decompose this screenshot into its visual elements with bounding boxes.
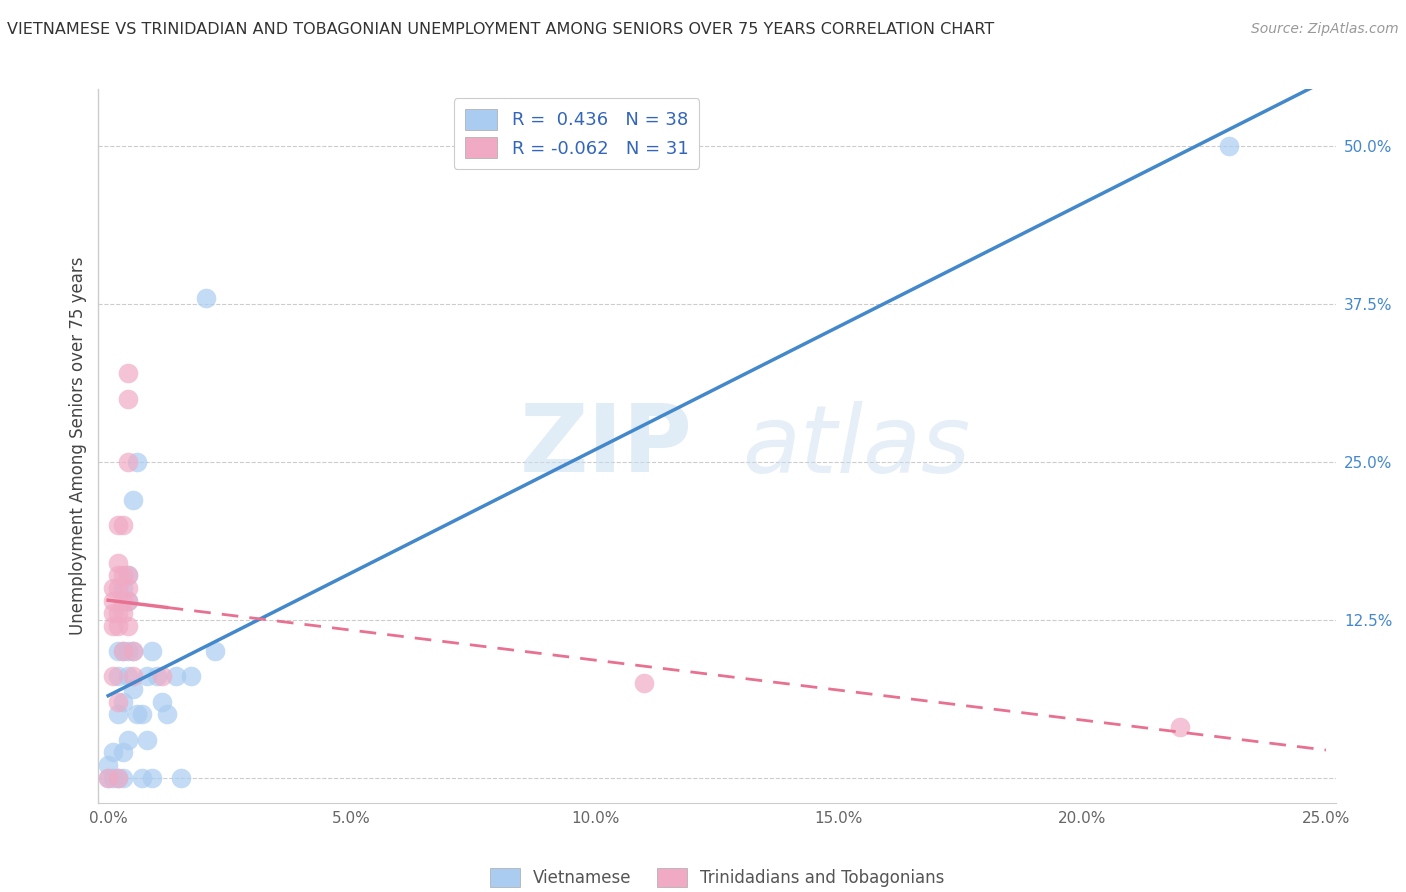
Point xyxy=(136,669,159,683)
Point xyxy=(111,581,134,595)
Y-axis label: Unemployment Among Seniors over 75 years: Unemployment Among Seniors over 75 years xyxy=(69,257,87,635)
Point xyxy=(97,771,120,785)
Point xyxy=(107,695,129,709)
Point xyxy=(107,771,129,785)
Point xyxy=(101,607,124,621)
Point xyxy=(150,695,173,709)
Point xyxy=(121,644,143,658)
Point xyxy=(121,644,143,658)
Point xyxy=(107,669,129,683)
Text: atlas: atlas xyxy=(742,401,970,491)
Point xyxy=(121,669,143,683)
Point xyxy=(117,669,139,683)
Point xyxy=(146,669,169,683)
Point xyxy=(117,619,139,633)
Point xyxy=(127,707,149,722)
Point xyxy=(127,455,149,469)
Point xyxy=(107,556,129,570)
Point xyxy=(117,644,139,658)
Point xyxy=(121,492,143,507)
Point xyxy=(156,707,179,722)
Point xyxy=(107,517,129,532)
Point xyxy=(141,771,163,785)
Point xyxy=(101,593,124,607)
Point xyxy=(97,758,120,772)
Point xyxy=(107,619,129,633)
Point xyxy=(111,771,134,785)
Point xyxy=(121,682,143,697)
Point xyxy=(117,568,139,582)
Legend: Vietnamese, Trinidadians and Tobagonians: Vietnamese, Trinidadians and Tobagonians xyxy=(484,861,950,892)
Point xyxy=(107,771,129,785)
Point xyxy=(107,644,129,658)
Point xyxy=(1168,720,1191,734)
Point xyxy=(150,669,173,683)
Point xyxy=(97,771,120,785)
Point xyxy=(117,581,139,595)
Text: Source: ZipAtlas.com: Source: ZipAtlas.com xyxy=(1251,22,1399,37)
Point xyxy=(117,593,139,607)
Point xyxy=(107,707,129,722)
Point xyxy=(117,455,139,469)
Point xyxy=(101,581,124,595)
Point xyxy=(170,771,193,785)
Point xyxy=(111,644,134,658)
Point xyxy=(107,568,129,582)
Point xyxy=(111,517,134,532)
Point xyxy=(117,593,139,607)
Point xyxy=(111,644,134,658)
Text: VIETNAMESE VS TRINIDADIAN AND TOBAGONIAN UNEMPLOYMENT AMONG SENIORS OVER 75 YEAR: VIETNAMESE VS TRINIDADIAN AND TOBAGONIAN… xyxy=(7,22,994,37)
Point xyxy=(111,593,134,607)
Point xyxy=(107,581,129,595)
Point xyxy=(101,745,124,759)
Point xyxy=(101,771,124,785)
Point xyxy=(107,607,129,621)
Point xyxy=(136,732,159,747)
Point xyxy=(165,669,187,683)
Point xyxy=(117,392,139,406)
Point xyxy=(111,695,134,709)
Point xyxy=(131,707,153,722)
Text: ZIP: ZIP xyxy=(519,400,692,492)
Point xyxy=(111,745,134,759)
Point xyxy=(194,291,217,305)
Point xyxy=(101,669,124,683)
Point xyxy=(117,367,139,381)
Point xyxy=(141,644,163,658)
Point xyxy=(101,619,124,633)
Point xyxy=(111,568,134,582)
Point xyxy=(117,732,139,747)
Point xyxy=(1218,139,1240,153)
Point xyxy=(131,771,153,785)
Point xyxy=(633,675,655,690)
Point xyxy=(180,669,202,683)
Point xyxy=(111,607,134,621)
Point xyxy=(204,644,226,658)
Point xyxy=(117,568,139,582)
